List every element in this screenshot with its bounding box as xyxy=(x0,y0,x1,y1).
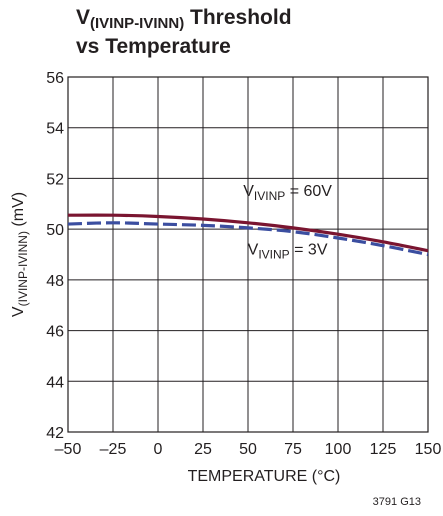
x-axis-label: TEMPERATURE (°C) xyxy=(188,468,341,485)
y-tick-label-4: 50 xyxy=(46,222,64,239)
x-tick-label-8: 150 xyxy=(415,441,442,458)
series-label-0: VIVINP = 60V xyxy=(243,183,332,203)
y-tick-label-5: 52 xyxy=(46,171,64,188)
figure-code: 3791 G13 xyxy=(372,496,421,508)
x-tick-label-2: 0 xyxy=(154,441,163,458)
y-axis-label: V(IVINP-IVINN) (mV) xyxy=(10,192,30,317)
y-tick-label-7: 56 xyxy=(46,70,64,87)
y-tick-label-3: 48 xyxy=(46,273,64,290)
x-tick-label-1: –25 xyxy=(100,441,127,458)
x-tick-label-3: 25 xyxy=(194,441,212,458)
y-tick-label-1: 44 xyxy=(46,374,64,391)
x-tick-label-6: 100 xyxy=(325,441,352,458)
chart-title: V(IVINP-IVINN) Threshold vs Temperature xyxy=(76,6,292,58)
y-tick-label-6: 54 xyxy=(46,121,64,138)
chart-title-line2: vs Temperature xyxy=(76,35,231,58)
series-line-1 xyxy=(67,221,429,257)
series-label-1: VIVINP = 3V xyxy=(248,242,328,262)
x-tick-label-0: –50 xyxy=(55,441,82,458)
x-tick-label-5: 75 xyxy=(284,441,302,458)
y-tick-label-2: 46 xyxy=(46,324,64,341)
x-tick-label-7: 125 xyxy=(370,441,397,458)
chart-title-line1: V(IVINP-IVINN) Threshold xyxy=(76,6,292,32)
y-tick-label-0: 42 xyxy=(46,425,64,442)
series-line-0 xyxy=(67,213,429,253)
plot-frame xyxy=(67,76,429,433)
x-tick-label-4: 50 xyxy=(239,441,257,458)
